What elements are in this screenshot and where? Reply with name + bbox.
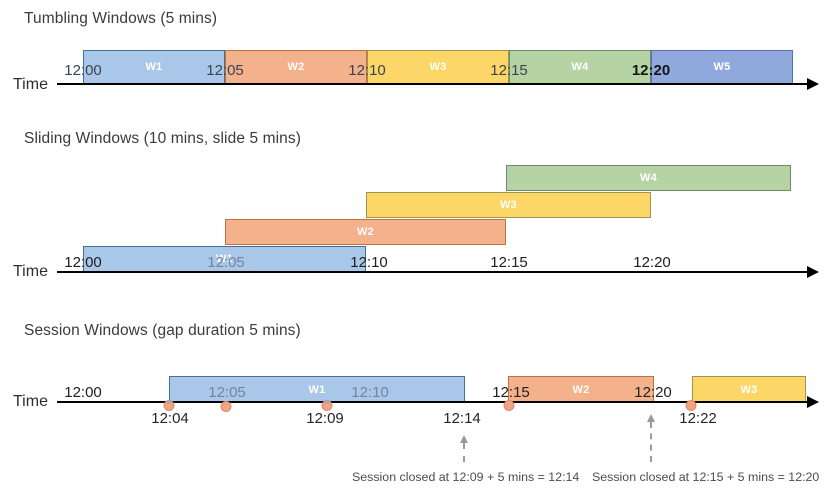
sliding-window-w1-label: W1 — [215, 253, 234, 265]
session-tick-1210: 12:10 — [351, 384, 389, 401]
session-close-note-1: Session closed at 12:09 + 5 mins = 12:14 — [352, 470, 580, 484]
session-window-w1-label: W1 — [308, 383, 326, 396]
tumbling-window-w1-label: W1 — [145, 61, 163, 73]
sliding-window-w3-label: W3 — [499, 199, 518, 211]
sliding-tick-1210: 12:10 — [350, 254, 388, 271]
event-label-1222: 12:22 — [679, 410, 717, 427]
tumbling-window-w1: W1 — [83, 50, 225, 84]
session-title: Session Windows (gap duration 5 mins) — [24, 322, 301, 339]
tumbling-window-w4: W4 — [509, 50, 651, 84]
session-timeline-axis — [57, 396, 819, 408]
session-window-w3: W3 — [692, 376, 806, 403]
session-window-w2: W2 — [508, 376, 654, 403]
annotation-arrow-1220 — [647, 414, 655, 462]
sliding-window-w4: W4 — [506, 165, 791, 191]
tumbling-timeline-axis — [57, 78, 819, 90]
session-window-w2-label: W2 — [572, 383, 590, 396]
event-label-1204: 12:04 — [151, 410, 189, 427]
session-window-w1: W1 — [169, 376, 465, 403]
tumbling-tick-1205: 12:05 — [206, 62, 244, 79]
event-dot-1222 — [685, 400, 697, 411]
sliding-tick-1220: 12:20 — [633, 254, 671, 271]
tumbling-window-w3-label: W3 — [429, 61, 447, 73]
session-close-note-2: Session closed at 12:15 + 5 mins = 12:20 — [592, 470, 820, 484]
sliding-time-label: Time — [13, 263, 48, 280]
sliding-tick-1215: 12:15 — [490, 254, 528, 271]
tumbling-window-w3: W3 — [367, 50, 509, 84]
session-tick-1205: 12:05 — [208, 384, 246, 401]
tumbling-window-w4-label: W4 — [571, 61, 589, 73]
session-tick-1220: 12:20 — [634, 384, 672, 401]
tumbling-title: Tumbling Windows (5 mins) — [24, 10, 218, 27]
tumbling-window-w5-label: W5 — [713, 61, 731, 73]
sliding-window-w1: W1 — [83, 246, 366, 272]
sliding-title: Sliding Windows (10 mins, slide 5 mins) — [24, 130, 301, 147]
tumbling-tick-1200: 12:00 — [64, 62, 102, 79]
event-label-1214: 12:14 — [443, 410, 481, 427]
tumbling-window-w2: W2 — [225, 50, 367, 84]
tumbling-window-w5: W5 — [651, 50, 793, 84]
sliding-window-w2: W2 — [225, 219, 506, 245]
tumbling-tick-1210: 12:10 — [348, 62, 386, 79]
sliding-window-w4-label: W4 — [639, 172, 658, 184]
tumbling-tick-1215: 12:15 — [490, 62, 528, 79]
event-dot-1209 — [321, 400, 333, 411]
event-label-1209: 12:09 — [306, 410, 344, 427]
tumbling-tick-1220: 12:20 — [631, 62, 671, 79]
sliding-tick-1205: 12:05 — [207, 254, 245, 271]
event-dot-1206 — [220, 401, 232, 412]
annotation-arrow-1214 — [460, 435, 468, 462]
sliding-window-w2-label: W2 — [356, 226, 375, 238]
tumbling-window-w2-label: W2 — [287, 61, 305, 73]
session-tick-1215: 12:15 — [492, 384, 530, 401]
event-dot-1215 — [503, 400, 515, 411]
session-window-w3-label: W3 — [740, 383, 758, 396]
sliding-tick-1200: 12:00 — [64, 254, 102, 271]
session-time-label: Time — [13, 393, 48, 410]
event-dot-1204 — [163, 400, 175, 411]
sliding-timeline-axis — [57, 266, 819, 278]
tumbling-time-label: Time — [13, 76, 48, 93]
session-tick-1200: 12:00 — [64, 384, 102, 401]
sliding-window-w3: W3 — [366, 192, 651, 218]
